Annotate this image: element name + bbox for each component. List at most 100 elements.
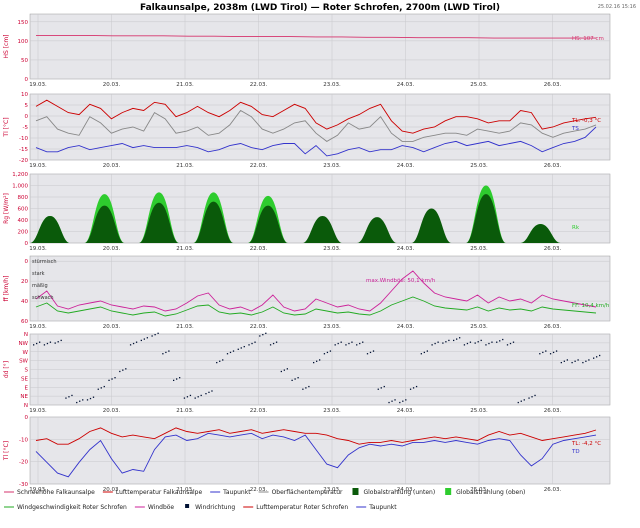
direction-point [437,341,439,343]
legend-item: Taupunkt [210,489,251,496]
panel-snow: 0 50 100 150 HS [cm] 19.03. 20.03. 21.03. 22.03.… [3,13,611,88]
x-tick-label: 22.03. [250,324,268,330]
legend-item: Schneehöhe Falkaunsalpe [4,489,95,496]
x-tick-label: 21.03. [176,163,194,169]
y-tick-label: NE [20,394,28,400]
legend-swatch [185,504,190,508]
direction-point [294,378,296,380]
direction-point [92,396,95,398]
direction-point [555,350,558,352]
radiation-area [248,205,288,243]
direction-point [33,344,35,346]
y-tick-label: S [25,368,29,374]
x-tick-label: 25.03. [470,324,488,330]
direction-point [362,341,364,343]
direction-point [54,342,56,344]
y-tick-label: -15 [19,147,28,153]
panel-temp2: 0 -10 -20 -30 Tl [°C] 19.03. 20.03. 21.03. 22.03… [3,415,611,493]
direction-point [283,369,285,371]
series-line [35,296,597,317]
direction-point [459,337,461,339]
x-tick-label: 26.03. [544,82,562,88]
direction-point [100,387,102,389]
direction-point [39,341,41,343]
radiation-area [139,202,179,243]
x-tick-label: 22.03. [250,408,268,414]
y-tick-label: 800 [18,195,29,201]
direction-point [502,338,504,341]
direction-point [423,351,425,354]
radiation-area [84,205,125,243]
direction-point [208,391,210,393]
x-tick-label: 24.03. [397,324,415,330]
direction-point [222,359,224,361]
radiation-area [520,224,561,243]
series-line [35,270,597,312]
plot-area [29,416,611,485]
y-tick-label: 1,200 [12,172,28,178]
direction-point [445,341,447,343]
direction-point [448,339,450,342]
direction-point [499,340,501,342]
y-tick-label: -10 [19,437,28,443]
direction-point [243,345,245,348]
direction-point [275,341,278,343]
x-tick-label: 23.03. [323,82,341,88]
direction-point [165,351,167,354]
direction-point [313,361,315,364]
x-tick-label: 26.03. [544,246,562,252]
direction-point [146,337,148,339]
legend-swatch [445,488,452,495]
y-tick-label: 5 [25,103,29,109]
x-tick-label: 24.03. [397,246,415,252]
y-tick-label: -20 [19,158,28,164]
x-tick-label: 19.03. [29,408,47,414]
legend-item: Windböe [134,504,174,511]
panel-radiation: 1,200 1,000 800 600 400 200 0 Rg [W/m²] 19.03. 20… [3,172,611,252]
direction-point [259,335,261,337]
direction-point [491,341,493,343]
direction-point [431,344,433,346]
direction-point [316,360,318,362]
direction-point [388,401,390,404]
direction-point [469,341,472,343]
direction-point [216,361,218,364]
x-tick-label: 19.03. [29,82,47,88]
x-tick-label: 21.03. [176,82,194,88]
y-tick-label: 20 [21,279,28,285]
direction-point [552,351,555,354]
radiation-area [30,215,70,243]
x-tick-label: 26.03. [544,408,562,414]
series-line [35,427,597,445]
legend-label: Globalstrahlung (unten) [363,489,435,496]
direction-point [189,394,192,397]
direction-point [566,359,568,361]
direction-point [183,397,186,399]
x-tick-label: 26.03. [544,324,562,330]
x-tick-label: 20.03. [103,487,121,493]
direction-point [237,348,239,350]
direction-point [456,338,458,340]
y-tick-label: 0 [25,241,29,247]
direction-point [82,399,84,401]
x-tick-label: 22.03. [250,487,268,493]
wind-band-label: schwach [32,295,54,301]
direction-point [531,396,533,398]
legend-item: Windrichtung [185,504,235,511]
series-line [35,109,597,142]
end-value-label: HS: 107 cm [572,36,604,42]
direction-point [43,344,46,346]
direction-point [539,353,541,355]
direction-point [588,359,590,361]
direction-point [420,353,422,355]
x-tick-label: 25.03. [470,163,488,169]
x-tick-label: 19.03. [29,163,47,169]
legend-item: Globalstrahlung (unten) [352,488,435,496]
panel-direction: N NW W SW S SE E NE Ndd [°] 19.03. 20.03. 21.03. 22.… [3,332,611,414]
direction-point [272,342,275,345]
x-tick-label: 20.03. [103,246,121,252]
x-tick-label: 23.03. [323,163,341,169]
direction-point [205,393,207,395]
y-tick-label: -10 [19,136,28,142]
